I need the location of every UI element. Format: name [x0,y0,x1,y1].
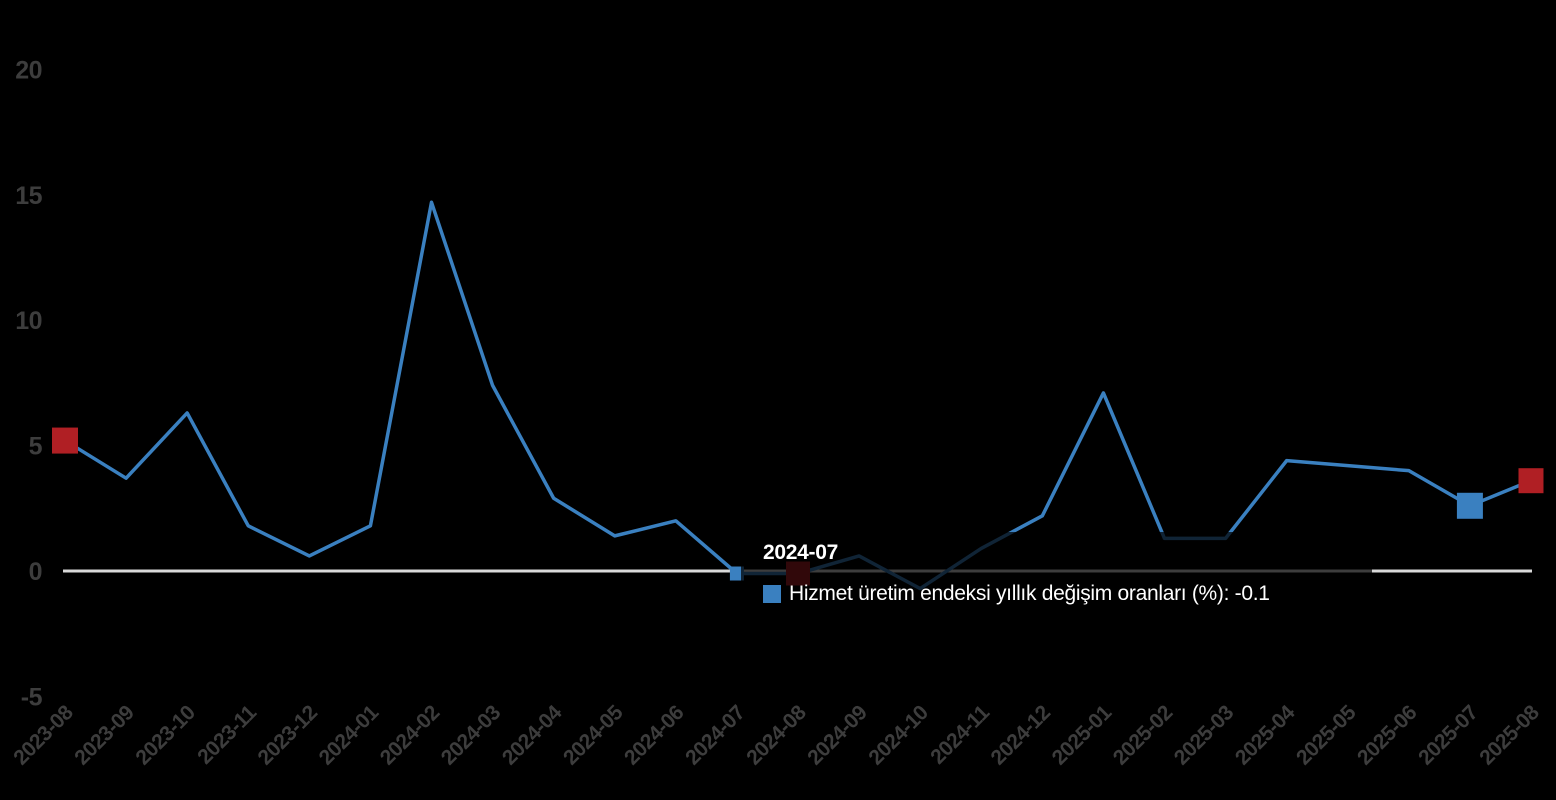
x-axis-tick-label: 2024-12 [987,701,1055,769]
x-axis-tick-label: 2025-04 [1231,701,1300,770]
x-axis-tick-label: 2024-03 [437,701,505,769]
x-axis-tick-label: 2023-11 [193,701,261,769]
x-axis-tick-label: 2023-09 [70,701,138,769]
x-axis-tick-label: 2023-08 [9,701,78,770]
x-axis-tick-label: 2024-02 [376,701,444,769]
y-axis-tick-label: 15 [15,182,42,210]
y-axis-tick-label: 0 [29,558,42,586]
x-axis-tick-label: 2024-08 [742,701,811,770]
x-axis-tick-label: 2025-06 [1353,701,1421,769]
series-line [63,200,1533,591]
marker-2025-08[interactable] [1518,468,1544,494]
x-axis-tick-label: 2025-07 [1414,701,1482,769]
x-axis-tick-label: 2024-09 [803,701,871,769]
x-axis-tick-label: 2024-05 [559,701,628,770]
x-axis-tick-label: 2024-07 [681,701,749,769]
marker-2024-08[interactable] [785,561,810,586]
x-axis-tick-label: 2023-12 [254,701,322,769]
marker-2023-08[interactable] [52,427,78,454]
y-axis-tick-label: 20 [15,56,42,84]
x-axis-tick-label: 2025-05 [1292,701,1361,770]
x-axis-tick-label: 2024-01 [315,701,384,770]
x-axis-tick-label: 2023-10 [131,701,199,769]
x-axis-tick-label: 2025-03 [1170,701,1238,769]
marker-2025-07[interactable] [1456,492,1483,519]
x-axis-tick-label: 2024-06 [620,701,688,769]
x-axis-tick-label: 2024-11 [926,701,994,769]
y-axis-tick-label: 10 [15,307,42,335]
marker-hovered-2024-07[interactable] [729,566,744,581]
y-axis-tick-label: 5 [29,433,43,461]
x-axis-tick-label: 2025-01 [1048,701,1117,770]
y-axis-tick-label: -5 [21,683,43,711]
x-axis-tick-label: 2024-10 [864,701,932,769]
x-axis-tick-label: 2025-08 [1475,701,1544,770]
x-axis-tick-label: 2025-02 [1109,701,1177,769]
x-axis-tick-label: 2024-04 [498,701,567,770]
